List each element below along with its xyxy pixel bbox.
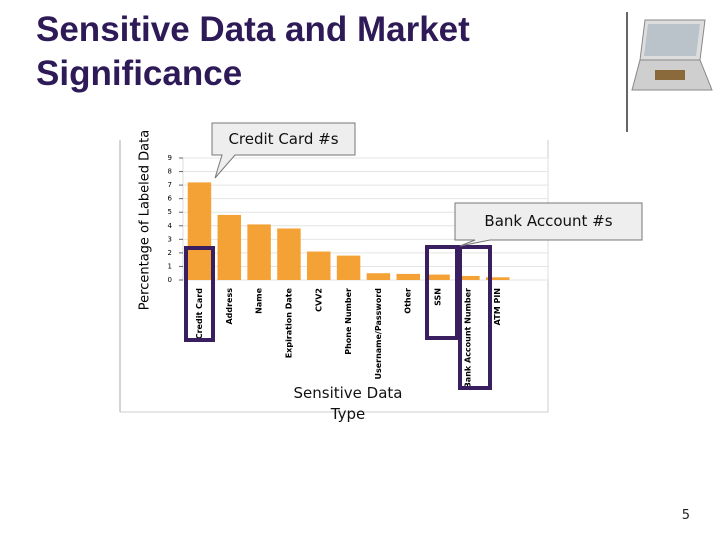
x-tick-label: Other [404,288,413,314]
y-tick-label: 1 [168,262,172,270]
slide-title: Sensitive Data and Market Significance [36,10,470,93]
y-axis-label: Percentage of Labeled Data [138,130,153,310]
bar [307,251,331,280]
bar [277,228,301,280]
callout-shape [454,202,643,247]
bar [456,275,480,280]
x-tick-label: Name [255,287,264,313]
x-tick-label: Expiration Date [284,287,293,358]
callout-shape [211,122,356,179]
callout-text: Bank Account #s [484,212,613,230]
highlight-box [425,245,459,340]
x-tick-label: ATM PIN [493,288,502,325]
y-tick-label: 6 [168,195,173,203]
y-tick-label: 4 [168,222,173,230]
x-tick-label: CVV2 [314,288,323,312]
bar [336,255,361,280]
highlight-box [184,246,215,342]
y-tick-label: 7 [168,181,172,189]
laptop-icon [631,19,713,91]
bar [247,224,271,280]
y-tick-label: 5 [168,208,172,216]
y-tick-label: 8 [168,168,172,176]
x-tick-label: Address [225,288,234,325]
x-tick-label: Phone Number [344,288,353,355]
y-tick-label: 9 [168,154,172,162]
bar [485,277,510,280]
bar [366,273,391,280]
slide-number: 5 [681,508,690,523]
callout-text: Credit Card #s [228,130,339,148]
x-axis-label: Sensitive Data Type [293,384,403,423]
bar [187,182,212,280]
highlight-box [458,245,492,390]
x-tick-label: Username/Password [374,288,383,380]
bar [426,274,450,280]
bar [396,273,420,280]
x-tick-label: SSN [434,288,443,306]
y-tick-label: 2 [168,249,172,257]
x-tick-label: Credit Card [195,288,204,340]
bar [217,214,242,280]
x-tick-label: Bank Account Number [463,288,472,388]
y-tick-label: 0 [168,276,172,284]
y-tick-label: 3 [168,235,172,243]
